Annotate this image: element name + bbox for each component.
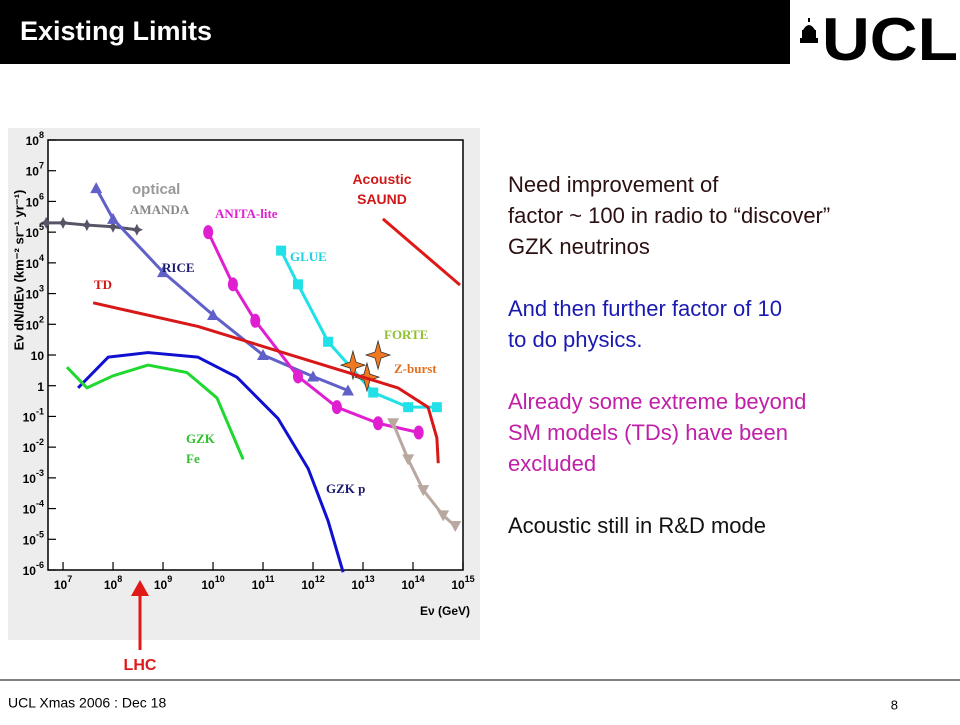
data-point (403, 402, 414, 413)
series-label: Z-burst (394, 361, 437, 376)
data-point (323, 336, 334, 347)
data-point (203, 225, 214, 240)
series-label: RICE (162, 260, 195, 275)
data-point (40, 216, 53, 229)
y-axis-label: Eν dN/dEν (km⁻² sr⁻¹ yr⁻¹) (11, 190, 26, 351)
data-point (80, 219, 93, 232)
series-label: GZK p (326, 481, 365, 496)
data-point (90, 182, 103, 194)
y-tick-label: 10-1 (23, 407, 44, 425)
x-tick-label: 1013 (351, 574, 374, 592)
y-tick-label: 108 (26, 130, 44, 148)
data-point (402, 454, 415, 466)
annotation: optical (132, 181, 180, 198)
arrow-label: LHC (124, 657, 157, 674)
series-label: ANITA-lite (215, 206, 278, 221)
data-point (437, 510, 450, 522)
data-point (157, 266, 170, 278)
y-tick-label: 106 (26, 192, 44, 210)
y-tick-label: 107 (26, 161, 44, 179)
y-tick-label: 102 (26, 315, 44, 333)
x-tick-label: 107 (54, 574, 72, 592)
y-tick-label: 105 (26, 223, 44, 241)
series-line (92, 301, 440, 464)
data-point (107, 212, 120, 224)
series-line (65, 363, 245, 460)
y-tick-label: 10-5 (23, 530, 44, 548)
data-point (207, 309, 220, 321)
y-tick-label: 10-2 (23, 438, 44, 456)
x-tick-label: 1012 (301, 574, 324, 592)
data-point (276, 245, 287, 256)
y-tick-label: 104 (26, 253, 44, 271)
y-tick-label: 10 (31, 349, 45, 363)
series-label: Acoustic SAUND (352, 171, 411, 207)
series-label: GLUE (290, 249, 327, 264)
page-number: 8 (891, 697, 898, 712)
series-label: GZK Fe (186, 431, 216, 466)
data-point (107, 220, 120, 233)
data-point (339, 349, 367, 381)
y-tick-label: 10-4 (23, 499, 44, 517)
x-tick-label: 109 (154, 574, 172, 592)
logo: UCL (822, 6, 958, 73)
body-text: Already some extreme beyond (508, 389, 806, 414)
data-point (368, 387, 379, 398)
data-point (292, 279, 303, 290)
body-text: Need improvement of (508, 172, 719, 197)
series-label: TD (94, 277, 112, 292)
data-point (417, 485, 430, 497)
data-point (307, 370, 320, 382)
plot-marks (40, 182, 462, 573)
y-tick-label: 10-6 (23, 560, 44, 578)
data-point (257, 349, 270, 360)
body-text: factor ~ 100 in radio to “discover” (508, 203, 830, 228)
data-point (413, 425, 424, 440)
data-point (227, 277, 238, 292)
body-text: excluded (508, 451, 596, 476)
x-tick-label: 1010 (201, 574, 224, 592)
data-point (130, 223, 143, 236)
series-line (77, 351, 345, 573)
x-tick-label: 1011 (252, 574, 275, 592)
arrow-head (131, 580, 149, 596)
title-bar (0, 0, 790, 64)
logo-dome (800, 18, 818, 43)
footer-text: UCL Xmas 2006 : Dec 18 (8, 695, 166, 711)
data-point (431, 402, 442, 413)
y-tick-label: 10-3 (23, 468, 44, 486)
data-point (292, 369, 303, 384)
body-text: SM models (TDs) have been (508, 420, 788, 445)
series-line (381, 217, 461, 287)
data-point (387, 418, 400, 430)
data-point (341, 384, 354, 396)
x-tick-label: 108 (104, 574, 122, 592)
data-point (331, 400, 342, 415)
data-point (364, 339, 392, 371)
body-text: And then further factor of 10 (508, 296, 782, 321)
y-tick-label: 1 (37, 380, 44, 394)
data-point (373, 416, 384, 431)
slide-title: Existing Limits (20, 16, 212, 46)
series-label: AMANDA (130, 202, 190, 217)
body-text: to do physics. (508, 327, 643, 352)
x-tick-label: 1014 (401, 574, 424, 592)
body-text: GZK neutrinos (508, 234, 650, 259)
x-axis-label: Eν (GeV) (420, 604, 470, 618)
series-label: FORTE (384, 327, 428, 342)
y-tick-label: 103 (26, 284, 44, 302)
x-tick-label: 1015 (451, 574, 474, 592)
data-point (250, 313, 261, 328)
body-text: Acoustic still in R&D mode (508, 513, 766, 538)
data-point (449, 521, 462, 533)
data-point (57, 216, 70, 229)
